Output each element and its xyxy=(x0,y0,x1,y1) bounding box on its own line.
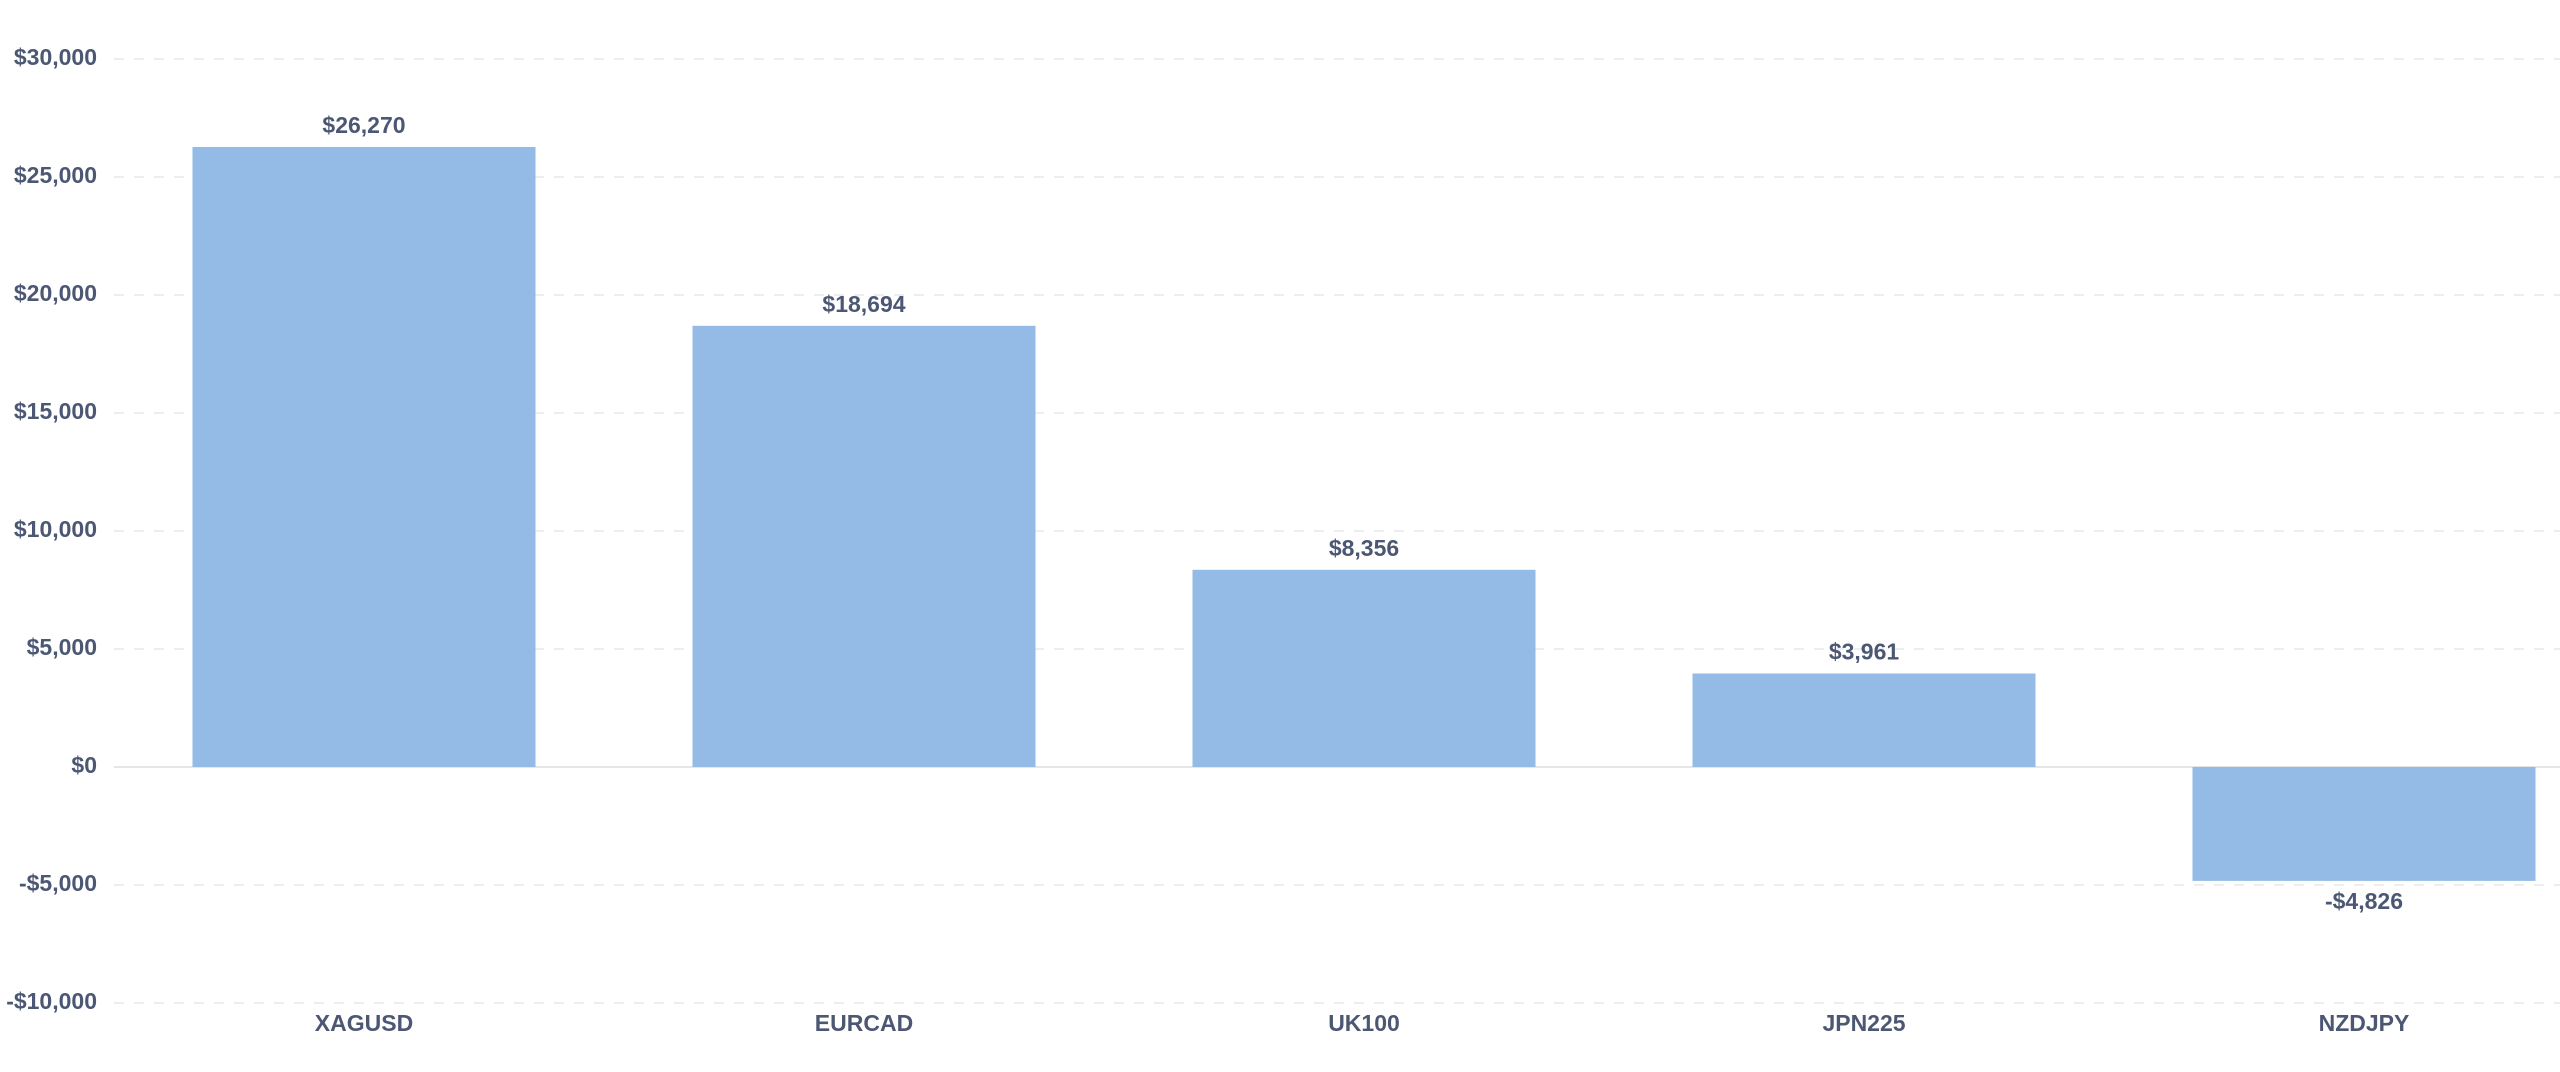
x-tick-label: JPN225 xyxy=(1822,1010,1905,1036)
y-tick-label: $15,000 xyxy=(14,398,97,424)
data-label: $3,961 xyxy=(1829,639,1900,665)
data-label: $18,694 xyxy=(822,291,905,317)
y-tick-label: $5,000 xyxy=(27,634,97,660)
x-tick-label: UK100 xyxy=(1328,1010,1400,1036)
y-tick-label: $30,000 xyxy=(14,44,97,70)
y-tick-label: $20,000 xyxy=(14,280,97,306)
y-tick-label: $10,000 xyxy=(14,516,97,542)
data-label: $8,356 xyxy=(1329,535,1399,561)
y-tick-label: $0 xyxy=(71,752,97,778)
x-tick-label: XAGUSD xyxy=(315,1010,413,1036)
y-tick-label: -$10,000 xyxy=(6,988,97,1014)
y-tick-label: $25,000 xyxy=(14,162,97,188)
bar xyxy=(2192,767,2536,881)
bar xyxy=(692,325,1036,767)
data-label: -$4,826 xyxy=(2325,888,2403,914)
y-tick-label: -$5,000 xyxy=(19,870,97,896)
x-tick-label: EURCAD xyxy=(815,1010,913,1036)
bar xyxy=(1692,673,2036,767)
x-tick-label: NZDJPY xyxy=(2319,1010,2410,1036)
bar xyxy=(192,147,536,767)
bar xyxy=(1192,569,1536,767)
data-label: $26,270 xyxy=(322,112,405,138)
